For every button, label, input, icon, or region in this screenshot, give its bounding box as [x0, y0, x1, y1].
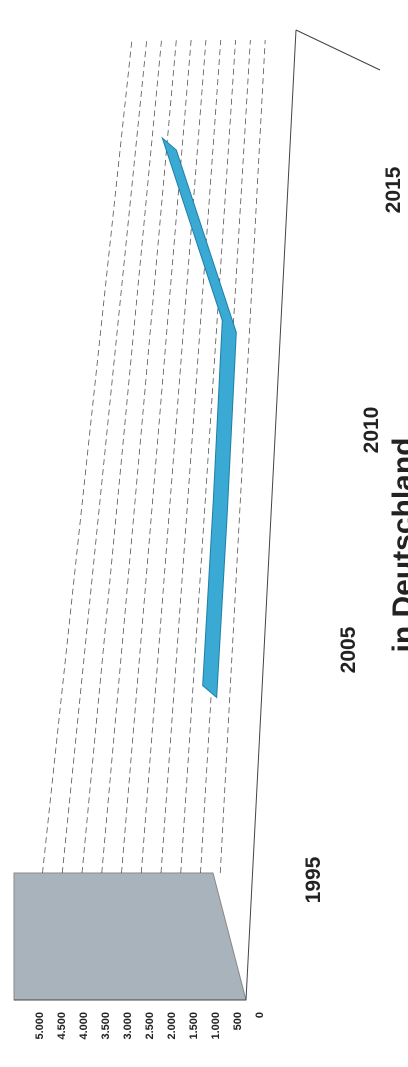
y-tick-label: 1.500: [188, 1012, 200, 1040]
x-tick-label: 2015: [382, 166, 405, 213]
y-tick-label: 500: [232, 1012, 244, 1030]
series-group: [161, 136, 237, 699]
gridline: [219, 39, 266, 874]
gridline: [81, 39, 162, 874]
gridline: [180, 39, 236, 874]
gridline: [61, 39, 148, 874]
floor-edge: [295, 29, 381, 71]
y-tick-label: 4.000: [78, 1012, 90, 1040]
x-tick-label: 2010: [360, 407, 383, 454]
gridline: [160, 39, 222, 874]
y-tick-label: 1.000: [210, 1012, 222, 1040]
gridlines: [42, 39, 266, 874]
y-tick-label: 4.500: [56, 1012, 68, 1040]
y-tick-label: 2.500: [144, 1012, 156, 1040]
series-band: [161, 136, 237, 699]
floor-line: [245, 29, 297, 1001]
gridline: [200, 39, 251, 874]
x-tick-label: 2005: [337, 626, 360, 673]
x-tick-label: 1995: [302, 856, 325, 903]
y-tick-label: 3.500: [100, 1012, 112, 1040]
y-tick-label: 5.000: [34, 1012, 46, 1040]
gridline: [101, 39, 177, 874]
y-tick-label: 2.000: [166, 1012, 178, 1040]
y-tick-label: 3.000: [122, 1012, 134, 1040]
y-tick-labels: 0 500 1.000 1.500 2.000 2.500 3.000 3.500 4.000 4…: [34, 1012, 266, 1040]
y-tick-label: 0: [254, 1012, 266, 1018]
plot-frame: [13, 29, 381, 1001]
chart-title: in Deutschland: [387, 437, 408, 652]
back-wall: [13, 872, 247, 1001]
gridline: [42, 39, 133, 874]
x-tick-labels: 1995 2005 2010 2015: [302, 166, 405, 903]
